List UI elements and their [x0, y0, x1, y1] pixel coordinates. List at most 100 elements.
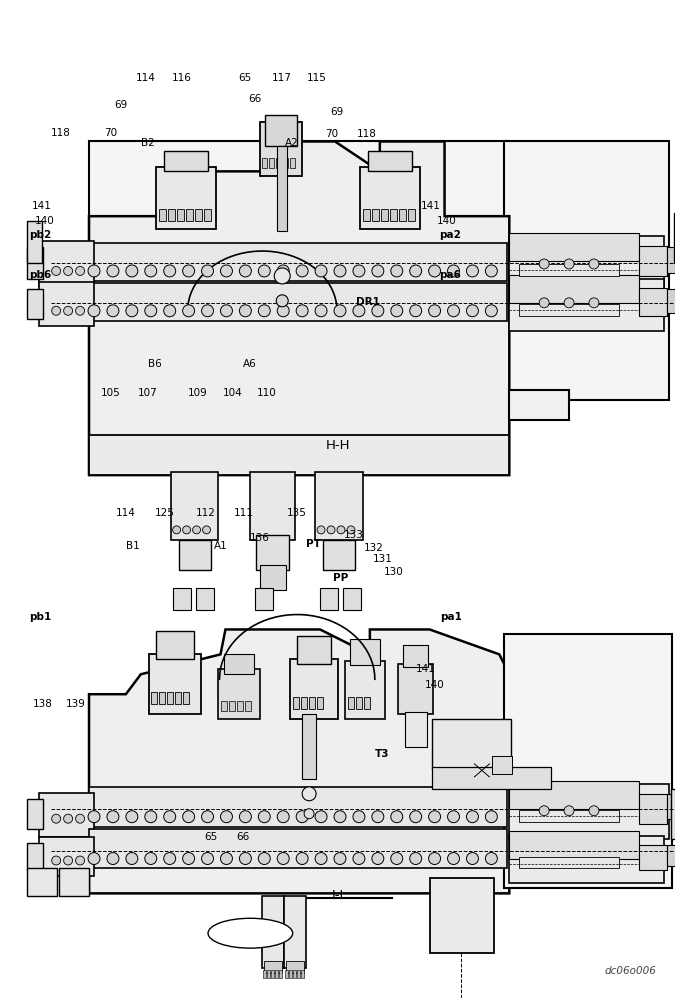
Circle shape — [220, 853, 233, 864]
Circle shape — [296, 265, 308, 277]
Circle shape — [64, 306, 72, 315]
Circle shape — [372, 265, 384, 277]
Bar — [667, 247, 676, 273]
Bar — [504, 634, 672, 888]
Circle shape — [466, 811, 479, 823]
Text: PT: PT — [306, 539, 321, 549]
Text: pb1: pb1 — [28, 612, 51, 622]
Circle shape — [88, 853, 100, 864]
Circle shape — [564, 298, 574, 308]
Bar — [89, 243, 507, 281]
Bar — [267, 970, 270, 978]
Circle shape — [258, 853, 270, 864]
Circle shape — [107, 265, 119, 277]
Circle shape — [107, 811, 119, 823]
Bar — [297, 970, 300, 978]
Circle shape — [107, 305, 119, 317]
Bar — [381, 209, 388, 221]
Bar — [297, 636, 331, 664]
Bar — [509, 390, 569, 420]
Circle shape — [203, 526, 210, 534]
Circle shape — [76, 814, 84, 823]
Bar — [262, 896, 284, 968]
Bar — [237, 701, 243, 711]
Bar — [222, 701, 227, 711]
Circle shape — [564, 806, 574, 816]
Bar — [519, 264, 619, 276]
Bar — [59, 868, 89, 896]
Bar — [27, 221, 42, 263]
Bar — [203, 209, 210, 221]
Bar — [256, 535, 289, 570]
Circle shape — [391, 265, 403, 277]
Circle shape — [193, 526, 201, 534]
Bar — [504, 141, 669, 400]
Bar — [262, 158, 267, 168]
Text: 107: 107 — [139, 388, 158, 398]
Bar — [171, 472, 218, 540]
Text: 140: 140 — [34, 216, 54, 226]
Bar — [172, 588, 191, 610]
Circle shape — [172, 526, 180, 534]
Bar — [276, 158, 281, 168]
Circle shape — [485, 265, 498, 277]
Bar — [218, 669, 260, 719]
Circle shape — [327, 526, 335, 534]
Text: 141: 141 — [421, 201, 441, 211]
Bar — [265, 115, 297, 146]
Bar — [639, 845, 667, 870]
Text: 70: 70 — [324, 129, 338, 139]
Bar — [399, 209, 406, 221]
Circle shape — [201, 305, 214, 317]
Text: 130: 130 — [384, 567, 404, 577]
Bar — [390, 209, 397, 221]
Bar — [39, 241, 94, 286]
Text: 111: 111 — [234, 508, 254, 518]
Bar — [27, 843, 43, 870]
Bar — [256, 588, 273, 610]
Circle shape — [126, 265, 138, 277]
Bar — [283, 158, 288, 168]
Text: pb6: pb6 — [29, 270, 51, 280]
Circle shape — [201, 265, 214, 277]
Circle shape — [239, 853, 251, 864]
Text: DR1: DR1 — [356, 297, 380, 307]
Bar — [89, 283, 507, 321]
Circle shape — [126, 853, 138, 864]
Bar — [290, 158, 295, 168]
Circle shape — [88, 811, 100, 823]
Circle shape — [126, 305, 138, 317]
Text: A1: A1 — [214, 541, 228, 551]
Circle shape — [353, 265, 365, 277]
Circle shape — [410, 853, 422, 864]
Text: 114: 114 — [136, 73, 156, 83]
Circle shape — [64, 814, 72, 823]
Bar — [431, 767, 551, 789]
Circle shape — [76, 306, 84, 315]
Circle shape — [410, 265, 422, 277]
Text: A6: A6 — [243, 359, 257, 369]
Text: 135: 135 — [287, 508, 306, 518]
Bar — [667, 289, 676, 313]
Bar — [155, 631, 193, 659]
Bar — [397, 664, 433, 714]
Ellipse shape — [208, 918, 293, 948]
Bar — [195, 209, 201, 221]
Circle shape — [164, 265, 176, 277]
Circle shape — [485, 305, 498, 317]
Circle shape — [164, 853, 176, 864]
Text: 138: 138 — [33, 699, 53, 709]
Bar — [264, 961, 283, 973]
Circle shape — [201, 811, 214, 823]
Bar — [286, 961, 304, 973]
Bar — [245, 701, 251, 711]
Text: pa1: pa1 — [440, 612, 462, 622]
Bar — [174, 692, 180, 704]
Text: 141: 141 — [416, 664, 436, 674]
Circle shape — [589, 806, 599, 816]
Circle shape — [239, 305, 251, 317]
Bar — [356, 697, 362, 709]
Circle shape — [88, 265, 100, 277]
Bar — [284, 896, 306, 968]
Bar — [39, 793, 94, 837]
